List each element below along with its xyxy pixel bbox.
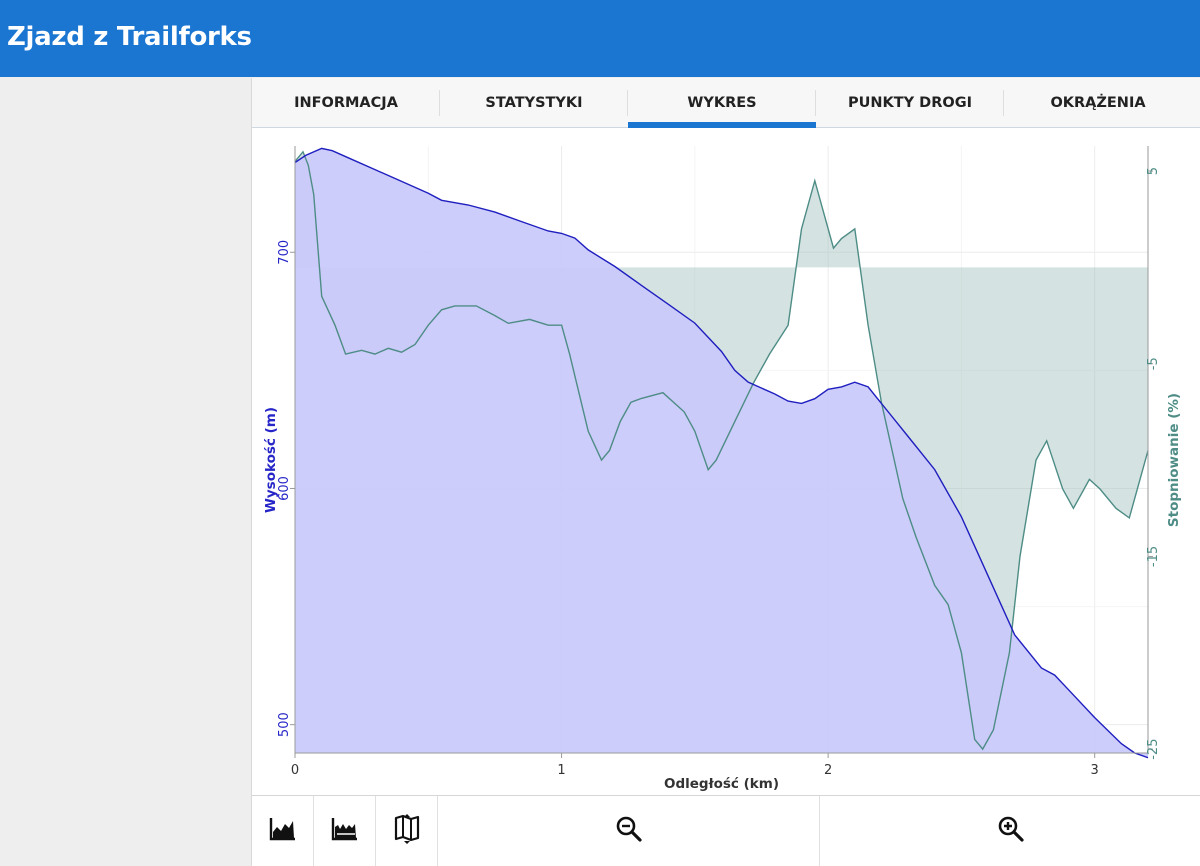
x-tick-label: 3: [1091, 763, 1099, 778]
zoom-in-icon: [997, 815, 1025, 848]
x-tick-label: 0: [291, 763, 299, 778]
elevation-chart-icon: [269, 816, 297, 847]
chart-area[interactable]: 0 1 2 3 500 600 700 5 -5 -15 -25 Odległość (km) Wyso…: [252, 128, 1200, 796]
content-panel: INFORMACJA STATYSTYKI WYKRES PUNKTY DROG…: [251, 78, 1200, 866]
x-tick-label: 1: [557, 763, 565, 778]
tab-bar: INFORMACJA STATYSTYKI WYKRES PUNKTY DROG…: [252, 78, 1200, 128]
tab-label: WYKRES: [687, 95, 757, 111]
y2-tick-label: 5: [1146, 167, 1161, 175]
chart-toolbar: [252, 795, 1200, 866]
tab-punkty-drogi[interactable]: PUNKTY DROGI: [816, 78, 1004, 128]
y-tick-label: 600: [277, 476, 292, 501]
y2-axis-title: Stopniowanie (%): [1166, 393, 1182, 527]
tab-statystyki[interactable]: STATYSTYKI: [440, 78, 628, 128]
x-tick-label: 2: [824, 763, 832, 778]
map-toggle-button[interactable]: [376, 796, 438, 866]
elevation-grade-chart[interactable]: 0 1 2 3 500 600 700 5 -5 -15 -25 Odległość (km) Wyso…: [252, 128, 1200, 796]
x-axis-title: Odległość (km): [664, 776, 779, 792]
tab-label: INFORMACJA: [294, 95, 398, 111]
y-axis-title: Wysokość (m): [263, 407, 279, 513]
zoom-in-button[interactable]: [820, 796, 1200, 866]
y2-tick-label: -5: [1146, 357, 1161, 370]
speed-chart-icon: [331, 816, 359, 847]
tab-okrazenia[interactable]: OKRĄŻENIA: [1004, 78, 1192, 128]
map-toggle-icon: [391, 813, 423, 849]
y2-tick-label: -25: [1146, 739, 1161, 760]
tab-informacja[interactable]: INFORMACJA: [252, 78, 440, 128]
speed-chart-button[interactable]: [314, 796, 376, 866]
elevation-line: [294, 147, 1149, 759]
tab-label: OKRĄŻENIA: [1050, 95, 1146, 111]
active-tab-indicator: [628, 122, 816, 128]
tab-label: STATYSTYKI: [485, 95, 583, 111]
zoom-out-icon: [615, 815, 643, 848]
y2-tick-label: -15: [1146, 546, 1161, 567]
app-title: Zjazd z Trailforks: [7, 22, 252, 52]
elevation-area: [295, 148, 1148, 758]
zoom-out-button[interactable]: [438, 796, 820, 866]
grade-line: [294, 150, 1149, 751]
y-tick-label: 500: [277, 712, 292, 737]
y-tick-label: 700: [277, 240, 292, 265]
elevation-chart-button[interactable]: [252, 796, 314, 866]
tab-label: PUNKTY DROGI: [847, 95, 973, 111]
app-bar: Zjazd z Trailforks: [0, 0, 1200, 77]
tab-wykres[interactable]: WYKRES: [628, 78, 816, 128]
